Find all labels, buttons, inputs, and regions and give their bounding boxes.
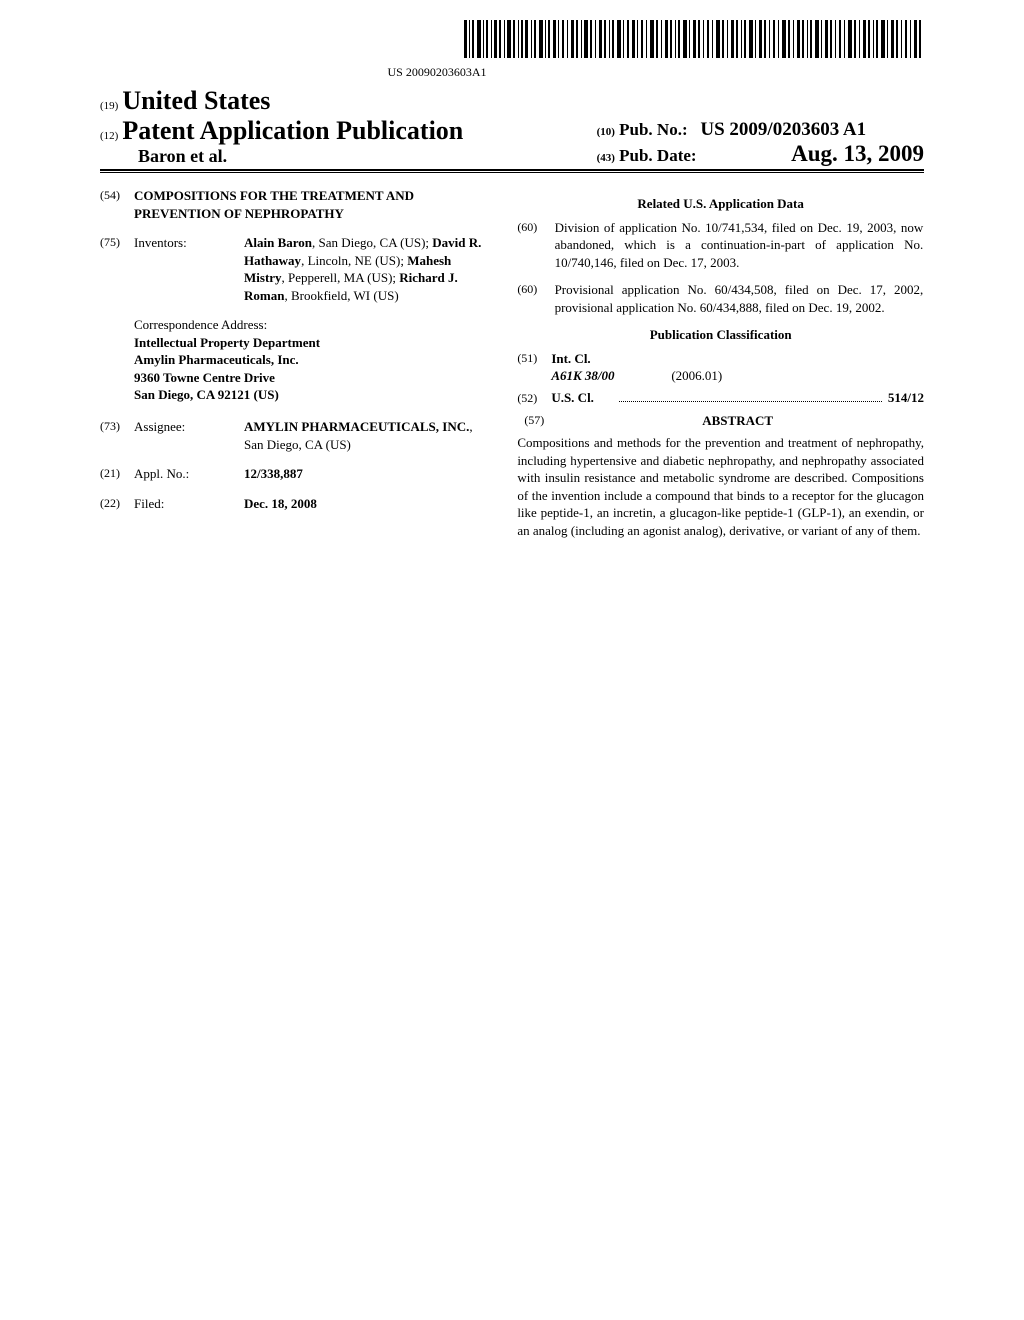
pubno-label: Pub. No.:	[619, 120, 687, 139]
barcode-text: US 20090203603A1	[100, 65, 924, 80]
intcl-label: Int. Cl.	[551, 350, 651, 368]
filed: Dec. 18, 2008	[244, 495, 487, 513]
country-code: (19)	[100, 100, 118, 112]
assignee-label: Assignee:	[134, 418, 244, 453]
class-head: Publication Classification	[517, 326, 924, 344]
pubdate-label: Pub. Date:	[619, 146, 696, 165]
related-1: (60) Division of application No. 10/741,…	[517, 219, 924, 272]
left-column: (54) COMPOSITIONS FOR THE TREATMENT AND …	[100, 187, 487, 539]
pubdate-code: (43)	[597, 152, 615, 164]
uscl-code: (52)	[517, 390, 551, 406]
corr-label: Correspondence Address:	[134, 316, 487, 334]
inventor-loc: , Lincoln, NE (US);	[301, 253, 407, 268]
inventor-loc: , Pepperell, MA (US);	[282, 270, 400, 285]
pubtype: Patent Application Publication	[122, 116, 463, 145]
assignee-entry: (73) Assignee: AMYLIN PHARMACEUTICALS, I…	[100, 418, 487, 453]
inventor-name: Alain Baron	[244, 235, 312, 250]
rel2: Provisional application No. 60/434,508, …	[555, 281, 924, 316]
header-left: (19) United States (12) Patent Applicati…	[100, 86, 463, 167]
inventor-loc: , Brookfield, WI (US)	[284, 288, 398, 303]
corr-line: Amylin Pharmaceuticals, Inc.	[134, 351, 487, 369]
abstract-head-line: (57) ABSTRACT	[517, 412, 924, 430]
applno: 12/338,887	[244, 465, 487, 483]
filed-label: Filed:	[134, 495, 244, 513]
assignee-name: AMYLIN PHARMACEUTICALS, INC.	[244, 419, 469, 434]
intcl-class: A61K 38/00	[551, 367, 651, 385]
assignee-code: (73)	[100, 418, 134, 453]
title: COMPOSITIONS FOR THE TREATMENT AND PREVE…	[134, 187, 487, 222]
patent-page: US 20090203603A1 (19) United States (12)…	[0, 0, 1024, 539]
rel1: Division of application No. 10/741,534, …	[555, 219, 924, 272]
rel1-code: (60)	[517, 219, 551, 235]
pubdate: Aug. 13, 2009	[791, 141, 924, 166]
rule	[100, 172, 924, 173]
corr-line: San Diego, CA 92121 (US)	[134, 386, 487, 404]
title-entry: (54) COMPOSITIONS FOR THE TREATMENT AND …	[100, 187, 487, 222]
intcl-date: (2006.01)	[651, 367, 924, 385]
abstract-head: ABSTRACT	[702, 413, 773, 428]
title-code: (54)	[100, 187, 134, 222]
intcl-line: A61K 38/00 (2006.01)	[517, 367, 924, 385]
correspondence: Correspondence Address: Intellectual Pro…	[134, 316, 487, 404]
inventors-entry: (75) Inventors: Alain Baron, San Diego, …	[100, 234, 487, 304]
uscl-dots	[619, 393, 882, 402]
uscl-line: (52) U.S. Cl. 514/12	[517, 389, 924, 407]
uscl-val: 514/12	[888, 389, 924, 407]
filed-entry: (22) Filed: Dec. 18, 2008	[100, 495, 487, 513]
pubno: US 2009/0203603 A1	[700, 119, 866, 140]
corr-line: 9360 Towne Centre Drive	[134, 369, 487, 387]
inventor-loc: , San Diego, CA (US);	[312, 235, 432, 250]
header: (19) United States (12) Patent Applicati…	[100, 86, 924, 171]
pubtype-code: (12)	[100, 130, 118, 142]
abstract: Compositions and methods for the prevent…	[517, 434, 924, 539]
rel2-code: (60)	[517, 281, 551, 297]
filed-code: (22)	[100, 495, 134, 513]
authors: Baron et al.	[100, 146, 463, 167]
intcl-code: (51)	[517, 350, 551, 368]
uscl-label: U.S. Cl.	[551, 389, 613, 407]
header-right: (10) Pub. No.: US 2009/0203603 A1 (43) P…	[597, 119, 924, 167]
applno-label: Appl. No.:	[134, 465, 244, 483]
assignee-value: AMYLIN PHARMACEUTICALS, INC., San Diego,…	[244, 418, 487, 453]
columns: (54) COMPOSITIONS FOR THE TREATMENT AND …	[100, 187, 924, 539]
pubno-code: (10)	[597, 126, 615, 138]
related-head: Related U.S. Application Data	[517, 195, 924, 213]
right-column: Related U.S. Application Data (60) Divis…	[517, 187, 924, 539]
inventors-list: Alain Baron, San Diego, CA (US); David R…	[244, 234, 487, 304]
inventors-label: Inventors:	[134, 234, 244, 304]
barcode-icon	[464, 20, 924, 58]
barcode-block: US 20090203603A1	[100, 20, 924, 80]
applno-code: (21)	[100, 465, 134, 483]
country: United States	[122, 86, 270, 115]
abstract-code: (57)	[517, 412, 551, 428]
inventors-code: (75)	[100, 234, 134, 304]
applno-entry: (21) Appl. No.: 12/338,887	[100, 465, 487, 483]
related-2: (60) Provisional application No. 60/434,…	[517, 281, 924, 316]
intcl-label-line: (51) Int. Cl.	[517, 350, 924, 368]
corr-line: Intellectual Property Department	[134, 334, 487, 352]
